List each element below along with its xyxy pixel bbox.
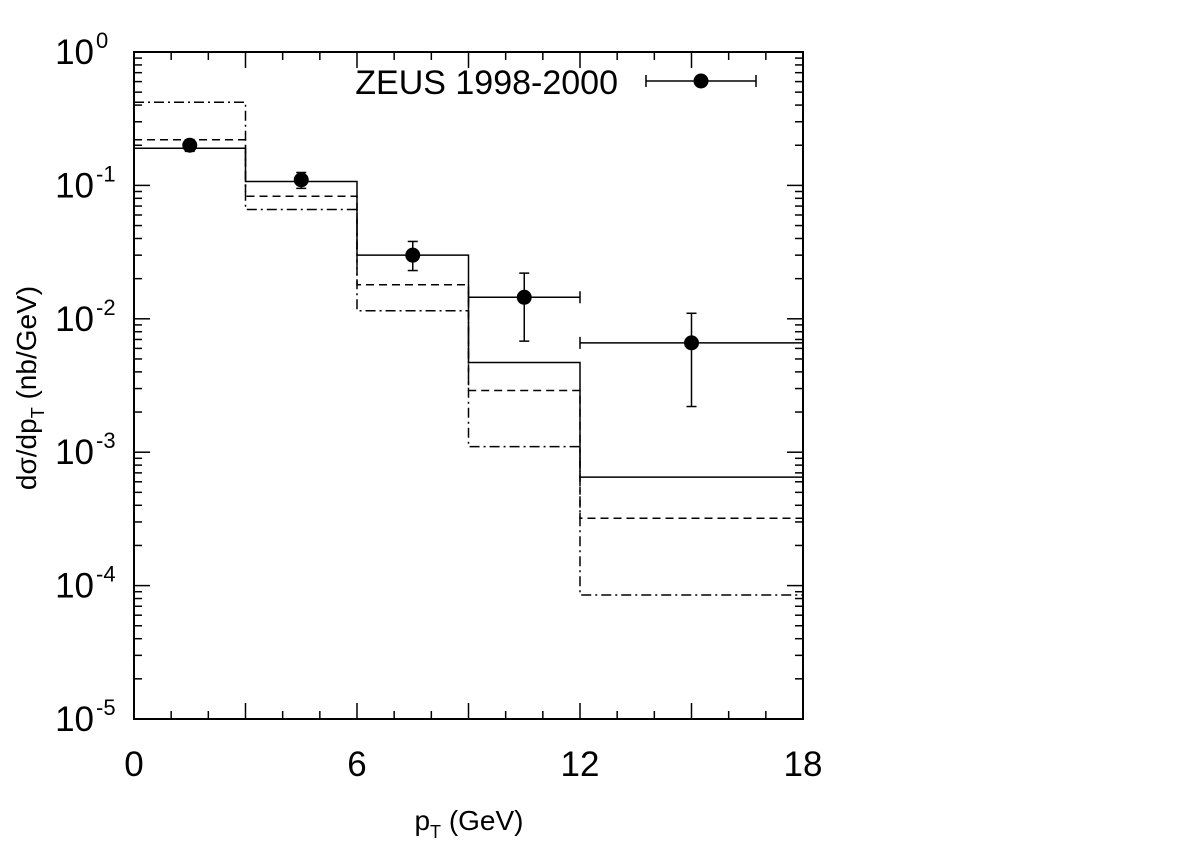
y-tick-label: 10 [55, 433, 94, 472]
y-axis-title-main: dσ/dp [11, 418, 42, 490]
y-tick-exponent: -5 [96, 695, 116, 720]
histogram-dashed [134, 138, 803, 519]
y-axis-title-sub: T [28, 407, 48, 418]
y-tick-exponent: -4 [96, 562, 116, 587]
x-axis-title-main: p [414, 805, 430, 836]
x-axis-title-suffix: (GeV) [441, 805, 523, 836]
y-tick-exponent: -2 [96, 295, 116, 320]
x-tick-label: 6 [347, 745, 366, 784]
x-tick-label: 12 [561, 745, 600, 784]
data-point [293, 172, 309, 188]
y-axis-title-suffix: (nb/GeV) [11, 286, 42, 407]
y-axis-title: dσ/dpT (nb/GeV) [11, 286, 48, 490]
plot-frame [133, 51, 804, 720]
x-axis-title: pT (GeV) [414, 805, 523, 840]
data-point [405, 247, 421, 263]
x-axis-title-sub: T [430, 822, 441, 840]
y-tick-label: 10 [55, 300, 94, 339]
legend-label: ZEUS 1998-2000 [355, 64, 618, 102]
axis-ticks [133, 51, 804, 720]
data-point [516, 289, 532, 305]
y-tick-exponent: 0 [96, 28, 108, 53]
legend: ZEUS 1998-2000 [355, 64, 757, 102]
legend-marker [693, 73, 709, 89]
y-tick-exponent: -1 [96, 161, 116, 186]
histogram-dashdot [134, 101, 803, 596]
y-tick-label: 10 [55, 700, 94, 739]
data-point [684, 335, 699, 351]
histogram-lines [134, 101, 803, 596]
data-point [182, 137, 198, 153]
x-tick-label: 0 [124, 745, 143, 784]
y-tick-label: 10 [55, 166, 94, 205]
y-tick-exponent: -3 [96, 428, 116, 453]
y-tick-label: 10 [55, 33, 94, 72]
x-tick-label: 18 [784, 745, 823, 784]
data-points [182, 137, 803, 408]
y-tick-label: 10 [55, 567, 94, 606]
